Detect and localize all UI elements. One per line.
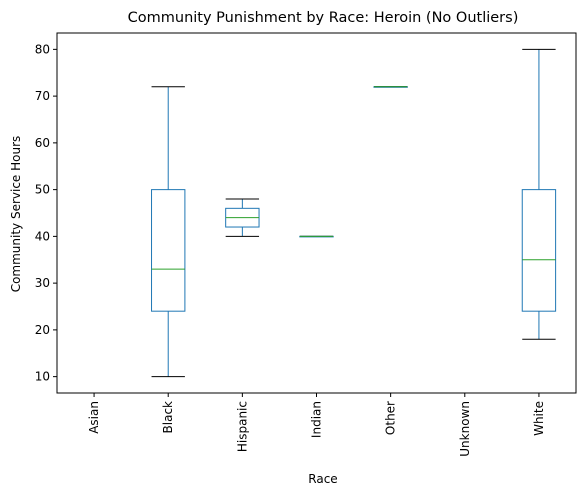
box-black [151, 189, 186, 312]
y-tick-label: 30 [35, 276, 50, 290]
x-tick-label: Indian [310, 401, 324, 438]
x-axis-label: Race [308, 472, 337, 486]
x-tick-label: Asian [87, 401, 101, 434]
y-tick-label: 40 [35, 229, 50, 243]
box-white [521, 189, 557, 312]
plot-area: 10 20 30 40 50 60 70 80 Asian Black Hispanic Indian… [35, 32, 577, 457]
axes-frame [56, 32, 577, 394]
y-tick-label: 20 [35, 323, 50, 337]
y-axis-label: Community Service Hours [9, 136, 23, 293]
x-tick-label: Black [161, 401, 175, 434]
y-tick-label: 60 [35, 136, 50, 150]
x-tick-label: Hispanic [235, 401, 249, 452]
x-tick-label: Unknown [458, 401, 472, 457]
x-tick-label: White [532, 401, 546, 436]
x-tick-label: Other [384, 401, 398, 435]
y-tick-label: 10 [35, 370, 50, 384]
chart-title: Community Punishment by Race: Heroin (No… [128, 10, 519, 26]
y-tick-label: 80 [35, 42, 50, 56]
y-tick-label: 50 [35, 183, 50, 197]
y-tick-label: 70 [35, 89, 50, 103]
